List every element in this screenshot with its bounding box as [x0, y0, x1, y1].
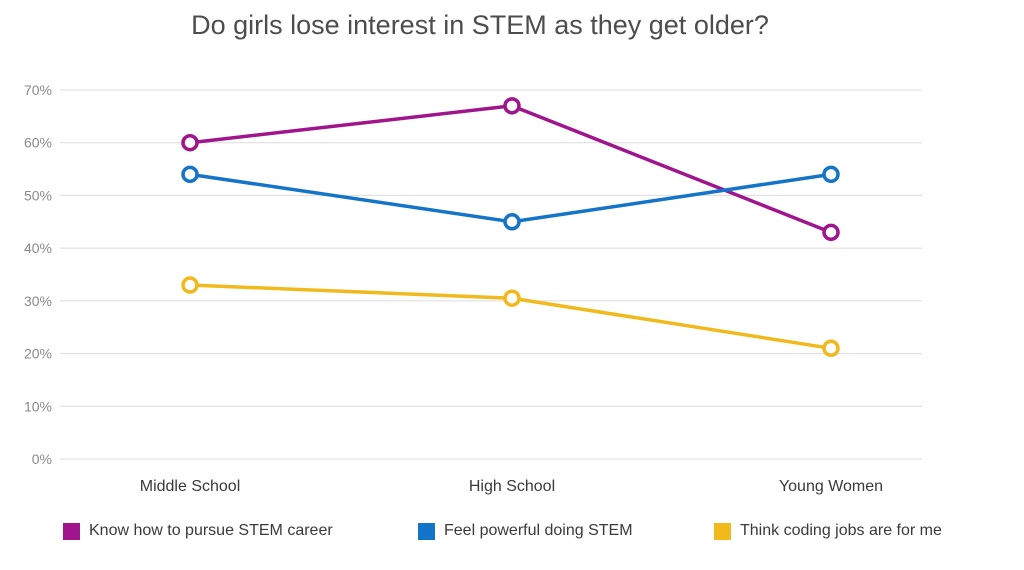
legend: Know how to pursue STEM career Feel powe… [0, 522, 1024, 546]
y-tick-label: 10% [24, 398, 52, 414]
data-point [181, 133, 199, 152]
y-tick-label: 60% [24, 135, 52, 151]
data-point [181, 276, 199, 294]
x-category-label: Young Women [779, 478, 883, 495]
data-point [503, 289, 521, 307]
legend-label: Know how to pursue STEM career [89, 522, 333, 539]
series-points [181, 97, 840, 358]
legend-swatch-feel-powerful [418, 522, 435, 540]
y-tick-label: 30% [24, 293, 52, 309]
legend-swatch-coding-jobs [714, 522, 731, 540]
chart-title: Do girls lose interest in STEM as they g… [191, 10, 769, 40]
legend-item-coding-jobs: Think coding jobs are for me [714, 522, 942, 540]
gridlines [60, 89, 922, 460]
legend-item-pursue-career: Know how to pursue STEM career [63, 522, 333, 540]
y-tick-label: 70% [24, 82, 52, 98]
x-category-label: High School [469, 478, 555, 495]
y-tick-label: 20% [24, 346, 52, 362]
data-point [503, 97, 521, 115]
x-axis-categories: Middle School High School Young Women [140, 478, 883, 495]
legend-label: Think coding jobs are for me [740, 522, 942, 539]
legend-swatch-pursue-career [63, 522, 80, 540]
legend-label: Feel powerful doing STEM [444, 522, 633, 539]
data-point [822, 165, 840, 184]
data-point [822, 339, 840, 358]
x-category-label: Middle School [140, 478, 241, 495]
data-point [822, 223, 840, 242]
data-point [181, 165, 199, 184]
y-tick-label: 40% [24, 240, 52, 256]
y-tick-label: 50% [24, 187, 52, 203]
y-tick-label: 0% [32, 451, 52, 467]
legend-item-feel-powerful: Feel powerful doing STEM [418, 522, 633, 540]
y-axis-ticks: 0% 10% 20% 30% 40% 50% 60% 70% [24, 82, 52, 467]
data-point [503, 213, 521, 231]
